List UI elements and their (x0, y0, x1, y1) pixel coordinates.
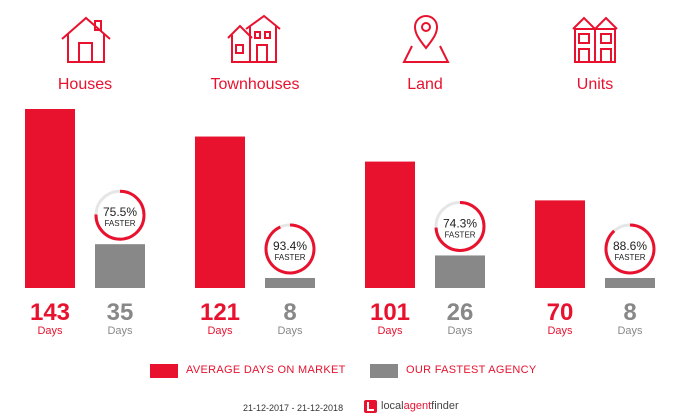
brand-icon (364, 400, 377, 413)
faster-label: FASTER (104, 219, 135, 228)
faster-ring-arc (264, 223, 316, 275)
category-label: Townhouses (210, 76, 300, 93)
bar-avg (195, 136, 245, 288)
legend-swatch-avg (150, 364, 178, 378)
faster-percent: 88.6% (613, 239, 647, 253)
faster-percent: 93.4% (273, 239, 307, 253)
brand-suffix: finder (431, 400, 459, 412)
house-icon (61, 16, 111, 63)
legend-swatch-fast (370, 364, 398, 378)
days-label-avg: Days (37, 325, 63, 337)
value-label-avg: 70 (547, 299, 574, 326)
bar-avg (25, 109, 75, 288)
brand-prefix: local (381, 400, 404, 412)
faster-ring-arc (604, 223, 656, 275)
category-label: Houses (57, 76, 113, 93)
value-label-avg: 101 (370, 299, 410, 326)
bar-avg (365, 161, 415, 288)
days-label-avg: Days (207, 325, 233, 337)
value-label-fast: 8 (283, 299, 296, 326)
faster-percent: 75.5% (103, 205, 137, 219)
units-building-icon (572, 16, 618, 63)
days-label-fast: Days (277, 325, 303, 337)
bar-fast (605, 277, 655, 288)
days-label-fast: Days (447, 325, 473, 337)
bar-fast (435, 255, 485, 288)
townhouse-icon (227, 14, 281, 63)
bar-fast (95, 244, 145, 288)
bar-avg (535, 200, 585, 288)
faster-label: FASTER (444, 230, 475, 239)
brand-accent: agent (403, 400, 432, 412)
faster-ring-arc (434, 200, 486, 252)
days-label-fast: Days (107, 325, 133, 337)
value-label-fast: 8 (623, 299, 636, 326)
value-label-fast: 26 (447, 299, 474, 326)
land-pin-icon (402, 15, 450, 63)
value-label-fast: 35 (107, 299, 134, 326)
category-label: Units (576, 76, 614, 93)
value-label-avg: 121 (200, 299, 240, 326)
days-label-fast: Days (617, 325, 643, 337)
date-range: 21-12-2017 - 21-12-2018 (243, 403, 344, 413)
faster-percent: 74.3% (443, 216, 477, 230)
faster-ring-arc (94, 189, 146, 241)
legend-label-fast: OUR FASTEST AGENCY (406, 364, 537, 376)
days-label-avg: Days (377, 325, 403, 337)
bar-fast (265, 277, 315, 288)
brand-name: localagentfinder (381, 400, 459, 412)
category-label: Land (407, 76, 443, 93)
days-label-avg: Days (547, 325, 573, 337)
legend-label-avg: AVERAGE DAYS ON MARKET (186, 364, 346, 376)
faster-label: FASTER (274, 253, 305, 262)
value-label-avg: 143 (30, 299, 70, 326)
faster-label: FASTER (614, 253, 645, 262)
